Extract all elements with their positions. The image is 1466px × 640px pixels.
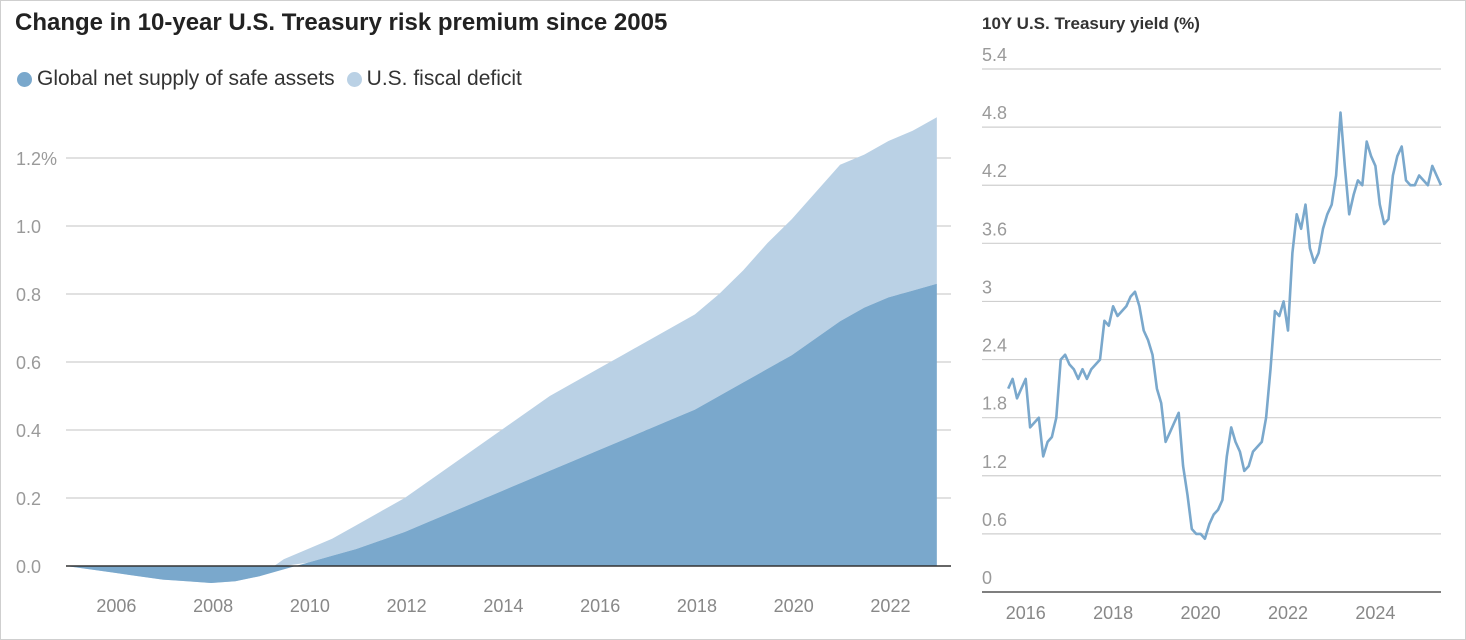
left-y-tick-label: 0.2 [16, 489, 41, 509]
left-chart-legend: Global net supply of safe assets U.S. fi… [17, 67, 534, 91]
area-fiscal-deficit [66, 117, 937, 583]
legend-label-fiscal-deficit: U.S. fiscal deficit [366, 67, 522, 90]
left-x-tick-label: 2016 [580, 596, 620, 616]
left-y-tick-label: 1.2% [16, 149, 57, 169]
left-x-tick-label: 2006 [96, 596, 136, 616]
yield-line [1007, 111, 1443, 540]
right-y-tick-label: 5.4 [982, 45, 1007, 65]
right-y-tick-label: 3 [982, 277, 992, 297]
left-y-tick-label: 1.0 [16, 217, 41, 237]
right-y-tick-label: 2.4 [982, 336, 1007, 356]
left-y-tick-label: 0.4 [16, 421, 41, 441]
legend-swatch-fiscal-deficit [346, 71, 362, 87]
right-x-tick-label: 2018 [1093, 603, 1133, 623]
right-x-tick-label: 2016 [1006, 603, 1046, 623]
right-y-tick-label: 1.2 [982, 452, 1007, 472]
legend-swatch-safe-assets [17, 71, 32, 87]
legend-item-fiscal-deficit: U.S. fiscal deficit [346, 67, 522, 91]
left-x-tick-label: 2022 [870, 596, 910, 616]
right-chart-title: 10Y U.S. Treasury yield (%) [982, 14, 1200, 33]
right-y-tick-label: 1.8 [982, 394, 1007, 414]
legend-label-safe-assets: Global net supply of safe assets [37, 67, 335, 90]
left-x-tick-label: 2014 [483, 596, 523, 616]
left-x-tick-label: 2010 [290, 596, 330, 616]
left-y-tick-label: 0.8 [16, 285, 41, 305]
right-y-tick-label: 4.2 [982, 161, 1007, 181]
left-y-tick-label: 0.0 [16, 557, 41, 577]
right-x-tick-label: 2020 [1181, 603, 1221, 623]
right-y-tick-label: 0.6 [982, 510, 1007, 530]
left-chart-title: Change in 10-year U.S. Treasury risk pre… [15, 9, 668, 36]
right-x-tick-label: 2022 [1268, 603, 1308, 623]
left-x-tick-label: 2012 [387, 596, 427, 616]
left-area-chart: 0.0 0.2 0.4 0.6 0.8 1.0 1.2% 2006 2008 2010 2012 20… [16, 117, 951, 616]
left-x-tick-label: 2020 [774, 596, 814, 616]
left-y-tick-label: 0.6 [16, 353, 41, 373]
right-y-tick-label: 4.8 [982, 103, 1007, 123]
right-y-tick-label: 0 [982, 568, 992, 588]
area-safe-assets [66, 283, 937, 583]
left-x-tick-label: 2018 [677, 596, 717, 616]
right-x-tick-label: 2024 [1355, 603, 1395, 623]
legend-item-safe-assets: Global net supply of safe assets [17, 67, 335, 91]
right-y-tick-label: 3.6 [982, 219, 1007, 239]
left-x-tick-label: 2008 [193, 596, 233, 616]
